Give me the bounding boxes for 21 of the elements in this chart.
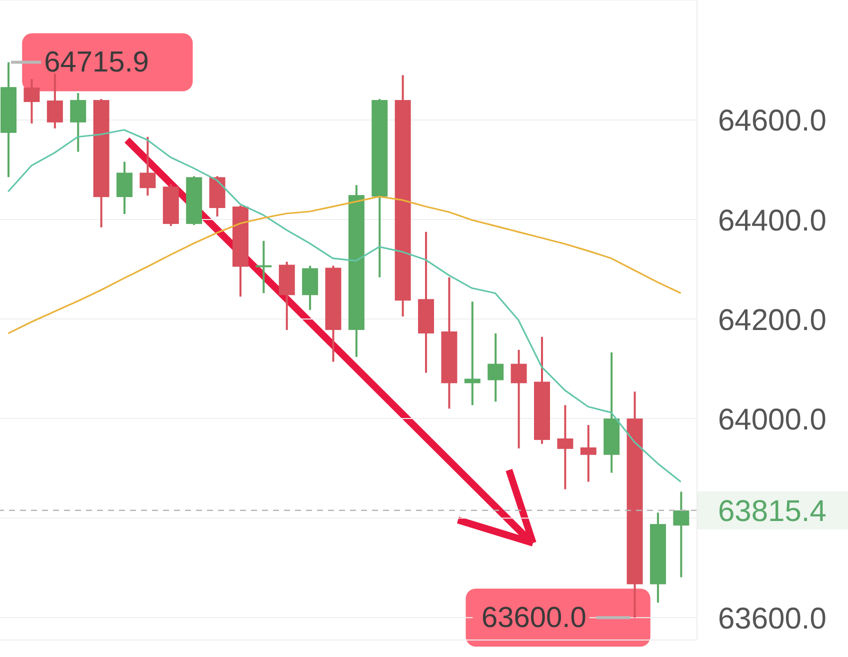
annotation: 64715.9 [44, 46, 149, 79]
candlestick [673, 490, 690, 578]
annotation: 63600.0 [482, 602, 586, 634]
y-tick-label: 64400.0 [718, 204, 826, 238]
line-series [7, 129, 682, 483]
candlestick [140, 136, 156, 197]
candlestick [557, 404, 574, 490]
y-tick-label: 64000.0 [718, 403, 826, 436]
y-tick-label: 64200.0 [718, 304, 826, 337]
candlestick [580, 424, 596, 483]
ref-line-label: 63815.4 [718, 495, 826, 528]
candlestick [488, 332, 504, 403]
line-series [7, 196, 682, 334]
y-tick-label: 64600.0 [718, 104, 826, 138]
candlestick [70, 92, 86, 153]
candlestick [464, 300, 480, 406]
y-tick-label: 63600.0 [718, 602, 826, 636]
candlestick [46, 72, 63, 130]
candlestick [256, 240, 272, 294]
candlestick [24, 78, 40, 124]
candlestick [510, 348, 527, 450]
